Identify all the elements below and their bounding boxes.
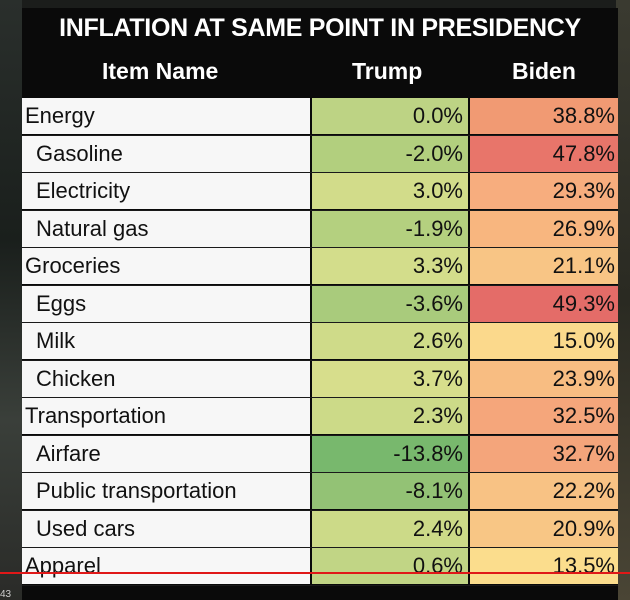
table-row: Energy 0.0% 38.8% [22, 98, 618, 136]
table-row: Chicken 3.7% 23.9% [22, 360, 618, 398]
biden-value-groceries: 21.1% [470, 248, 618, 284]
table-row: Gasoline -2.0% 47.8% [22, 135, 618, 173]
row-label-electricity: Electricity [22, 173, 310, 209]
biden-value-transportation: 32.5% [470, 398, 618, 434]
biden-value-electricity: 29.3% [470, 173, 618, 209]
trump-value-transportation: 2.3% [312, 398, 468, 434]
row-label-energy: Energy [22, 98, 310, 134]
row-label-gasoline: Gasoline [22, 135, 310, 172]
table-title: INFLATION AT SAME POINT IN PRESIDENCY [59, 14, 581, 42]
trump-value-energy: 0.0% [312, 98, 468, 134]
table-row: Electricity 3.0% 29.3% [22, 173, 618, 211]
row-label-eggs: Eggs [22, 285, 310, 322]
row-label-natural-gas: Natural gas [22, 210, 310, 247]
table-row: Transportation 2.3% 32.5% [22, 398, 618, 436]
trump-value-public-transportation: -8.1% [312, 473, 468, 509]
column-header-item-name: Item Name [102, 58, 219, 84]
biden-value-gasoline: 47.8% [470, 135, 618, 172]
biden-value-eggs: 49.3% [470, 285, 618, 322]
timestamp-fragment: 43 [0, 589, 12, 600]
table-row: Milk 2.6% 15.0% [22, 323, 618, 361]
table-row: Airfare -13.8% 32.7% [22, 435, 618, 473]
trump-value-used-cars: 2.4% [312, 510, 468, 547]
biden-value-natural-gas: 26.9% [470, 210, 618, 247]
row-label-public-transportation: Public transportation [22, 473, 310, 509]
column-header-trump: Trump [352, 58, 423, 84]
table-row: Apparel 0.6% 13.5% [22, 548, 618, 586]
biden-value-milk: 15.0% [470, 323, 618, 359]
trump-value-electricity: 3.0% [312, 173, 468, 209]
row-label-transportation: Transportation [22, 398, 310, 434]
background-left [0, 0, 22, 600]
background-right [616, 0, 630, 600]
table-row: Used cars 2.4% 20.9% [22, 510, 618, 548]
column-header-biden: Biden [512, 58, 576, 84]
row-label-groceries: Groceries [22, 248, 310, 284]
table-row: Natural gas -1.9% 26.9% [22, 210, 618, 248]
biden-value-chicken: 23.9% [470, 360, 618, 397]
table-row: Groceries 3.3% 21.1% [22, 248, 618, 286]
trump-value-natural-gas: -1.9% [312, 210, 468, 247]
trump-value-chicken: 3.7% [312, 360, 468, 397]
row-label-apparel: Apparel [22, 548, 310, 584]
biden-value-energy: 38.8% [470, 98, 618, 134]
row-label-airfare: Airfare [22, 435, 310, 472]
biden-value-apparel: 13.5% [470, 548, 618, 584]
row-label-chicken: Chicken [22, 360, 310, 397]
row-label-milk: Milk [22, 323, 310, 359]
trump-value-apparel: 0.6% [312, 548, 468, 584]
trump-value-milk: 2.6% [312, 323, 468, 359]
table-row: Eggs -3.6% 49.3% [22, 285, 618, 323]
inflation-table-panel: INFLATION AT SAME POINT IN PRESIDENCY It… [22, 8, 618, 600]
biden-value-public-transportation: 22.2% [470, 473, 618, 509]
trump-value-gasoline: -2.0% [312, 135, 468, 172]
trump-value-eggs: -3.6% [312, 285, 468, 322]
trump-value-airfare: -13.8% [312, 435, 468, 472]
video-progress-bar[interactable] [0, 572, 630, 574]
inflation-table-body: Energy 0.0% 38.8% Gasoline -2.0% 47.8% Electri… [22, 98, 618, 586]
table-row: Public transportation -8.1% 22.2% [22, 473, 618, 511]
row-label-used-cars: Used cars [22, 510, 310, 547]
biden-value-used-cars: 20.9% [470, 510, 618, 547]
trump-value-groceries: 3.3% [312, 248, 468, 284]
biden-value-airfare: 32.7% [470, 435, 618, 472]
